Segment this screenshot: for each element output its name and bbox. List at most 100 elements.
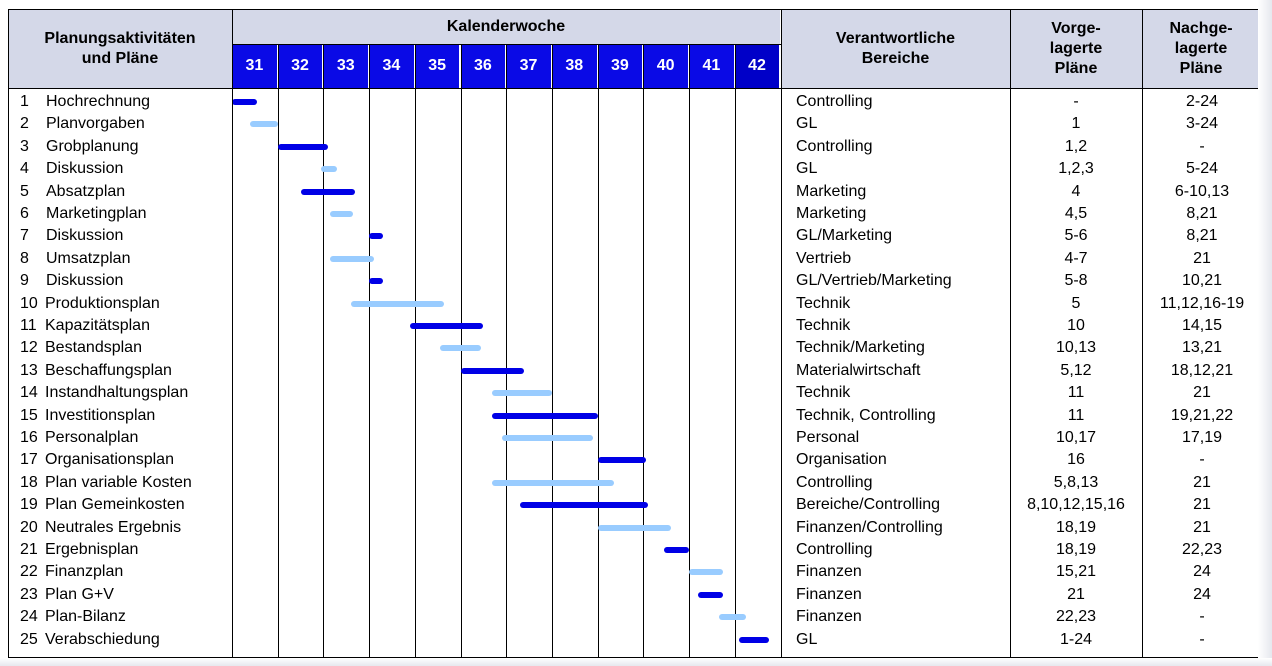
task-downstream: 17,19 [1181,429,1223,446]
task-name: Neutrales Ergebnis [45,518,182,536]
week-gridline [506,44,507,657]
task-number: 3 [20,137,29,155]
task-number: 10 [20,294,38,312]
week-gridline [552,44,553,657]
task-responsible: Controlling [796,473,873,491]
task-upstream: 5-8 [1064,272,1088,290]
task-downstream: 8,21 [1186,205,1218,222]
task-responsible: Technik/Marketing [796,339,925,357]
gantt-bar-task-22 [689,569,724,576]
week-gridline [598,44,599,657]
task-downstream: 21 [1193,384,1211,402]
task-responsible: Controlling [796,541,873,558]
gantt-bar-task-19 [519,502,648,509]
header-responsible-bg [781,9,1010,88]
task-responsible: Finanzen [796,585,862,603]
task-upstream: 5 [1071,294,1081,312]
task-responsible: Materialwirtschaft [796,361,921,379]
gantt-bar-task-15 [492,412,598,419]
header-upstream: Vorge- lagerte Pläne [1049,19,1103,77]
task-upstream: 15,21 [1055,563,1097,581]
week-label-36: 36 [460,44,506,88]
week-label-33: 33 [323,44,369,88]
task-number: 25 [20,630,38,648]
gantt-bar-task-8 [330,255,374,262]
week-label-42: 42 [734,44,780,88]
task-downstream: 21 [1193,496,1211,514]
task-responsible: Technik, Controlling [796,406,936,424]
task-downstream: 5-24 [1185,160,1219,178]
task-name: Plan Gemeinkosten [45,496,185,514]
task-downstream: 13,21 [1181,339,1223,357]
task-number: 17 [20,451,38,469]
task-name: Organisationsplan [45,451,174,469]
task-downstream: - [1199,451,1205,469]
task-upstream: 1 [1071,115,1081,133]
task-downstream: 24 [1193,563,1211,581]
task-name: Personalplan [45,429,139,446]
week-label-32: 32 [277,44,323,88]
week-gridline [278,44,279,657]
task-number: 23 [20,585,38,603]
gantt-bar-task-24 [718,614,747,621]
task-number: 13 [20,361,38,379]
gantt-bar-task-1 [232,99,258,105]
task-responsible: Controlling [796,93,873,110]
week-gridline [735,44,736,657]
header-downstream-bg [1143,9,1259,88]
task-name: Instandhaltungsplan [45,384,189,402]
frame-top [8,9,1259,10]
task-downstream: 3-24 [1185,115,1219,133]
task-number: 14 [20,384,38,402]
task-downstream: 18,12,21 [1170,361,1234,379]
gantt-bar-task-17 [597,457,646,464]
task-responsible: Technik [796,294,851,312]
week-label-38: 38 [551,44,597,88]
task-name: Kapazitätsplan [45,317,150,334]
task-upstream: - [1073,93,1079,110]
task-downstream: - [1199,608,1205,626]
week-label-39: 39 [597,44,643,88]
task-name: Diskussion [46,227,124,245]
task-downstream: 11,12,16-19 [1159,294,1245,312]
gantt-bar-task-23 [698,591,724,598]
task-downstream: 19,21,22 [1170,406,1234,424]
task-responsible: Marketing [796,182,867,200]
task-responsible: Finanzen/Controlling [796,518,943,536]
gantt-bar-task-4 [321,166,338,173]
gantt-bar-task-21 [663,547,689,553]
week-label-40: 40 [643,44,688,88]
task-responsible: Bereiche/Controlling [796,496,941,514]
task-number: 11 [20,317,37,334]
gantt-bar-task-25 [739,636,769,643]
header-week-bg [232,9,780,44]
task-name: Diskussion [46,160,124,178]
task-number: 4 [20,160,29,178]
task-name: Bestandsplan [45,339,142,357]
task-downstream: 6-10,13 [1174,182,1230,200]
task-responsible: Technik [796,317,851,334]
divider-upstream [1010,9,1011,657]
task-name: Ergebnisplan [45,541,139,558]
task-downstream: 14,15 [1181,317,1223,334]
header-activities: Planungsaktivitäten und Pläne [44,29,196,67]
task-number: 21 [20,541,38,558]
task-responsible: GL [796,115,818,133]
header-upstream-bg [1010,9,1142,88]
week-gridline [323,44,324,657]
header-activities-bg [8,9,232,88]
frame-left [8,9,9,657]
task-downstream: - [1199,137,1205,155]
gantt-bar-task-7 [369,233,383,240]
task-upstream: 4 [1071,182,1081,200]
gantt-bar-task-18 [492,479,614,486]
task-responsible: Controlling [796,137,873,155]
task-name: Finanzplan [45,563,124,581]
gantt-bar-task-6 [330,211,354,217]
task-number: 9 [20,272,29,290]
header-downstream: Nachge- lagerte Pläne [1169,19,1233,77]
task-number: 19 [20,496,38,514]
frame-header-bottom [8,88,1259,89]
divider-downstream [1142,9,1143,657]
task-upstream: 10 [1067,317,1085,334]
